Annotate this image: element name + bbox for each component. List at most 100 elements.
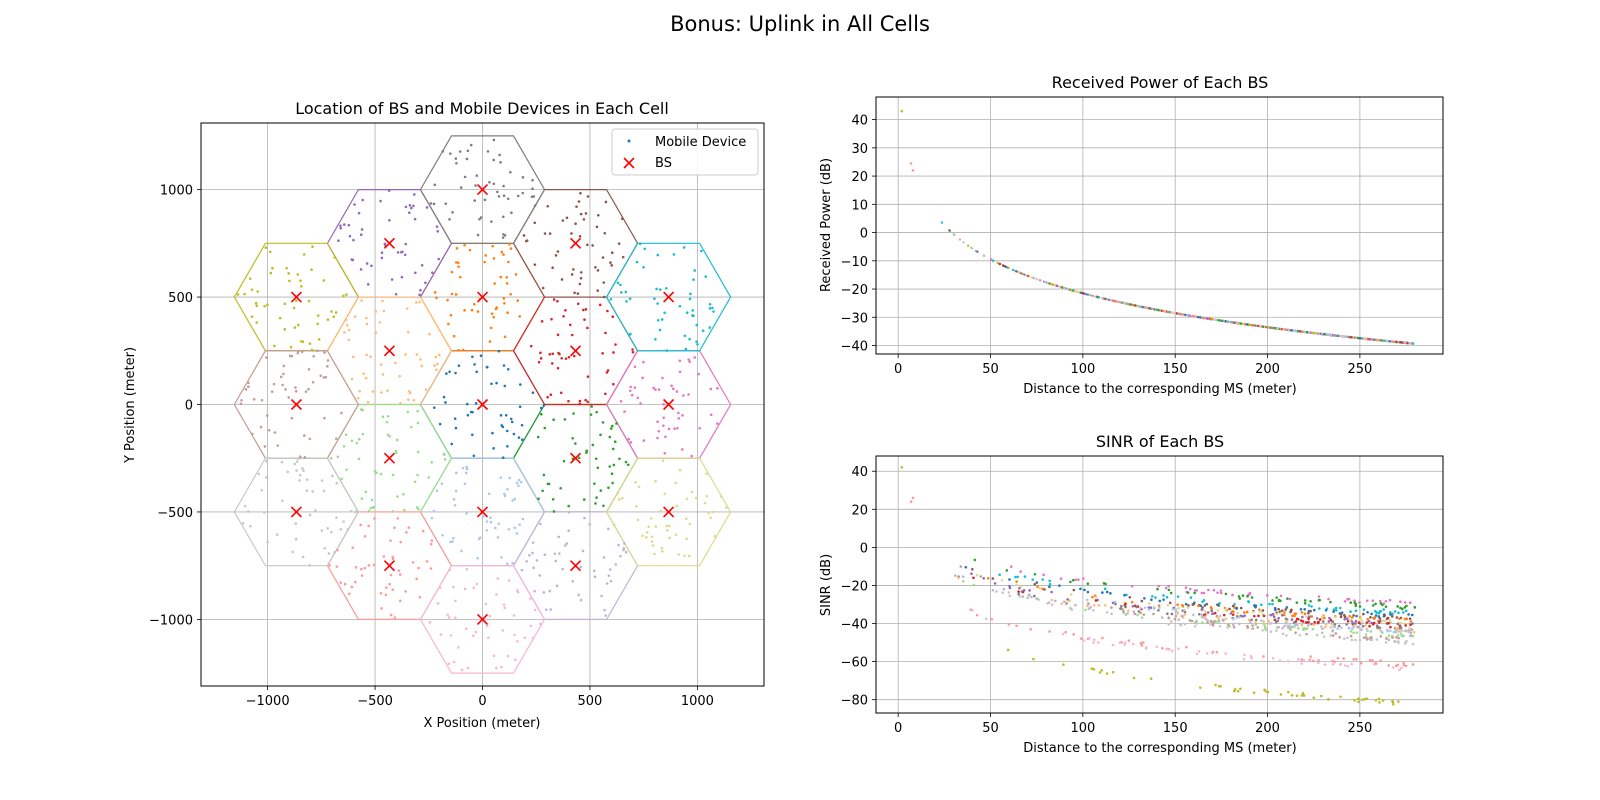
mobile-device-point: [642, 265, 645, 269]
sinr-point: [1103, 587, 1107, 591]
mobile-device-point: [620, 291, 623, 294]
mobile-device-point: [433, 364, 436, 367]
sinr-point: [1077, 578, 1080, 581]
sinr-point: [1327, 698, 1330, 701]
mobile-device-point: [629, 441, 633, 444]
mobile-device-point: [441, 533, 444, 537]
mobile-device-point: [280, 499, 284, 503]
sinr-point: [1369, 616, 1372, 619]
mobile-device-point: [404, 205, 408, 209]
mobile-device-point: [581, 549, 585, 553]
mobile-device-point: [451, 540, 454, 543]
mobile-device-point: [365, 262, 369, 265]
mobile-device-point: [586, 243, 589, 247]
mobile-device-point: [509, 417, 513, 421]
mobile-device-point: [365, 353, 368, 357]
mobile-device-point: [350, 377, 354, 381]
mobile-device-point: [370, 264, 373, 268]
received-power-point: [1002, 264, 1005, 267]
mobile-device-point: [464, 627, 468, 631]
sinr-point: [1301, 620, 1305, 623]
mobile-device-point: [295, 469, 298, 472]
mobile-device-point: [503, 301, 506, 305]
mobile-device-point: [301, 466, 304, 470]
mobile-device-point: [656, 302, 659, 305]
mobile-device-point: [350, 439, 354, 443]
sinr-point: [1313, 623, 1316, 627]
sinr-point: [1148, 602, 1151, 605]
sinr-point: [1365, 638, 1369, 641]
received-power-point: [1137, 305, 1140, 308]
mobile-device-point: [567, 399, 570, 403]
map-ytick-label: −500: [157, 506, 193, 521]
sinr-point: [1219, 591, 1223, 595]
mobile-device-point: [513, 497, 517, 501]
sinr-point: [1235, 607, 1238, 610]
sinr-point: [1339, 695, 1342, 699]
legend-device-marker: [627, 139, 631, 143]
mobile-device-point: [487, 492, 491, 496]
mobile-device-point: [398, 374, 401, 378]
sinr-point: [1309, 609, 1312, 613]
mobile-device-point: [516, 590, 520, 594]
mobile-device-point: [666, 529, 669, 532]
sinr-point: [1030, 595, 1033, 599]
mobile-device-point: [571, 579, 575, 583]
sinr-point: [1228, 607, 1231, 611]
cell-map-xlabel: X Position (meter): [423, 716, 540, 731]
sinr-point: [1274, 620, 1278, 624]
mobile-device-point: [447, 322, 450, 326]
sinr-point: [971, 608, 974, 612]
mobile-device-point: [665, 524, 669, 528]
sinr-point: [1092, 668, 1096, 671]
sinr-point: [1158, 606, 1161, 610]
sinr-point: [1229, 612, 1233, 615]
sinr-point: [1266, 594, 1269, 597]
sinr-point: [1033, 583, 1037, 586]
mobile-device-point: [610, 251, 614, 254]
sinr-point: [1236, 689, 1240, 693]
sinr-point: [1338, 635, 1341, 639]
mobile-device-point: [484, 602, 488, 606]
sinr-point: [1145, 645, 1148, 649]
mobile-device-point: [445, 372, 448, 375]
sinr-point: [1361, 698, 1364, 702]
received-power-point: [1196, 315, 1200, 319]
mobile-device-point: [497, 195, 501, 198]
mobile-device-point: [401, 250, 404, 254]
mobile-device-point: [552, 510, 556, 513]
mobile-device-point: [265, 414, 269, 417]
mobile-device-point: [399, 401, 402, 405]
mobile-device-point: [665, 349, 669, 352]
mobile-device-point: [700, 249, 703, 253]
sinr-point: [1007, 591, 1011, 594]
sinr-point: [1375, 624, 1379, 628]
mobile-device-point: [515, 481, 519, 485]
sinr-point: [1202, 599, 1206, 602]
sinr-point: [1399, 600, 1402, 603]
sinr-point: [1407, 629, 1411, 632]
mobile-device-point: [386, 415, 390, 418]
mobile-device-point: [361, 198, 364, 202]
mobile-device-point: [453, 417, 457, 420]
sinr-point: [1388, 619, 1392, 622]
mobile-device-point: [709, 387, 713, 391]
mobile-device-point: [533, 589, 536, 593]
sinr-point: [1216, 603, 1219, 606]
sinr-point: [1395, 616, 1399, 619]
mobile-device-point: [295, 460, 299, 463]
mobile-device-point: [384, 593, 388, 597]
sinr-point: [1309, 599, 1312, 603]
mobile-device-point: [374, 310, 378, 313]
bs-marker-stroke: [383, 237, 396, 249]
mobile-device-point: [388, 218, 391, 222]
mobile-device-point: [307, 299, 311, 303]
mobile-device-point: [579, 598, 583, 602]
mobile-device-point: [538, 574, 542, 577]
mobile-device-point: [610, 264, 614, 267]
received-power-point: [1358, 337, 1361, 340]
mobile-device-point: [463, 243, 466, 247]
mobile-device-point: [373, 469, 377, 473]
sinr-point: [1366, 618, 1370, 621]
sinr-point: [1050, 598, 1054, 602]
